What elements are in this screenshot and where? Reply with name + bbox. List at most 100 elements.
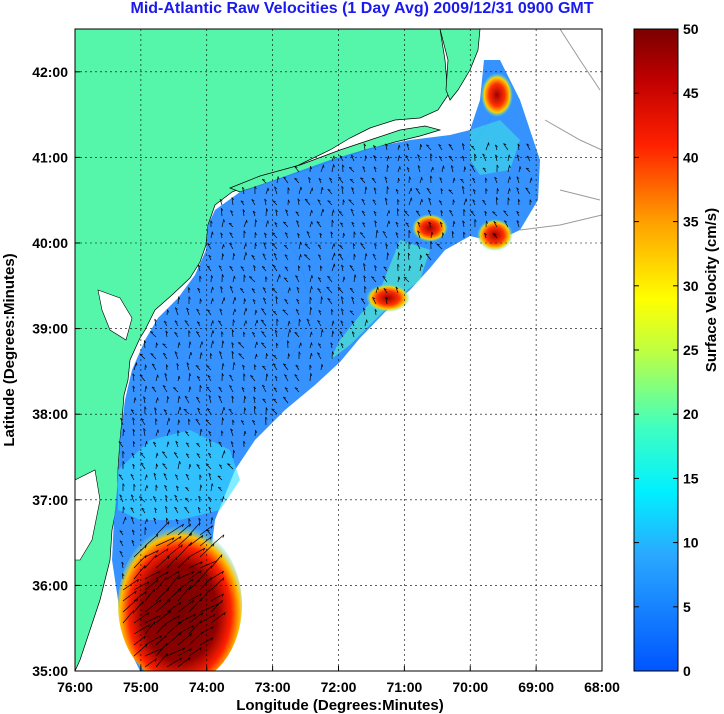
velocity-arrow xyxy=(232,253,234,261)
velocity-arrow-head xyxy=(484,210,488,214)
velocity-arrow-head xyxy=(273,252,277,256)
y-tick-label: 37:00 xyxy=(32,492,68,508)
velocity-arrow xyxy=(218,395,223,404)
velocity-arrow-head xyxy=(300,342,302,346)
velocity-arrow xyxy=(503,210,509,217)
velocity-field xyxy=(112,60,540,671)
velocity-arrow xyxy=(327,298,333,305)
velocity-arrow-head xyxy=(166,643,168,647)
velocity-arrow-head xyxy=(470,210,474,213)
velocity-arrow xyxy=(164,373,168,382)
velocity-arrow-head xyxy=(148,624,151,628)
velocity-arrow xyxy=(199,637,214,646)
velocity-arrow-head xyxy=(199,298,202,302)
velocity-arrow-head xyxy=(519,166,522,170)
velocity-arrow xyxy=(317,244,322,250)
hotspot-shelf-b xyxy=(412,214,448,242)
velocity-arrow-head xyxy=(420,144,423,148)
velocity-arrow-head xyxy=(130,474,134,477)
velocity-arrow xyxy=(331,164,334,173)
velocity-arrow xyxy=(342,232,344,239)
velocity-arrow-head xyxy=(471,164,474,168)
velocity-arrow xyxy=(210,577,225,591)
velocity-arrow xyxy=(176,485,179,492)
velocity-arrow-head xyxy=(373,187,377,191)
velocity-arrow-head xyxy=(360,232,364,234)
velocity-arrow-head xyxy=(190,533,192,537)
velocity-arrow-head xyxy=(266,353,268,357)
velocity-arrow-head xyxy=(173,387,177,389)
velocity-arrow xyxy=(188,612,204,624)
velocity-arrow-head xyxy=(122,483,125,487)
velocity-arrow-head xyxy=(349,287,353,290)
velocity-arrow xyxy=(207,496,212,503)
velocity-arrow-head xyxy=(179,461,181,465)
velocity-arrow-head xyxy=(157,397,159,401)
velocity-arrow-head xyxy=(202,547,206,551)
velocity-arrow xyxy=(359,232,366,239)
y-tick-label: 35:00 xyxy=(32,663,68,679)
velocity-arrow-head xyxy=(210,565,213,569)
velocity-arrow-head xyxy=(338,253,342,256)
velocity-arrow xyxy=(221,450,225,459)
velocity-arrow-head xyxy=(261,342,265,345)
velocity-arrow-head xyxy=(145,364,147,368)
velocity-arrow xyxy=(198,495,201,503)
velocity-arrow-head xyxy=(407,252,411,256)
velocity-arrow-head xyxy=(188,287,191,291)
velocity-arrow xyxy=(231,395,234,404)
velocity-arrow xyxy=(166,429,170,437)
velocity-arrow xyxy=(351,331,355,338)
velocity-arrow xyxy=(274,222,278,228)
velocity-arrow xyxy=(133,624,151,635)
velocity-arrow xyxy=(495,144,498,151)
y-tick-label: 41:00 xyxy=(32,149,68,165)
velocity-arrow xyxy=(462,186,465,195)
velocity-arrow xyxy=(196,321,201,327)
velocity-arrow xyxy=(210,286,213,294)
velocity-arrow-head xyxy=(284,232,288,235)
velocity-arrow-head xyxy=(253,265,256,268)
velocity-arrow xyxy=(177,578,194,591)
velocity-arrow-head xyxy=(318,309,322,313)
velocity-arrow-head xyxy=(156,534,159,538)
velocity-arrow xyxy=(320,164,324,173)
velocity-arrow-head xyxy=(277,176,280,180)
velocity-arrow-head xyxy=(229,232,233,235)
velocity-arrow xyxy=(243,430,246,437)
velocity-arrow xyxy=(251,288,256,294)
velocity-arrow xyxy=(372,253,377,261)
velocity-arrow xyxy=(452,177,455,184)
velocity-arrow xyxy=(350,154,355,162)
velocity-arrow-head xyxy=(266,373,269,377)
velocity-arrow xyxy=(242,209,245,217)
velocity-arrow-head xyxy=(130,516,134,520)
velocity-arrow-head xyxy=(141,507,145,510)
velocity-arrow xyxy=(439,177,443,184)
velocity-arrow-head xyxy=(222,363,225,367)
velocity-arrow-head xyxy=(131,452,135,456)
velocity-arrow-head xyxy=(426,144,430,147)
velocity-arrow-head xyxy=(208,506,212,510)
velocity-arrow-head xyxy=(261,331,265,333)
velocity-arrow-head xyxy=(200,484,203,488)
velocity-arrow-head xyxy=(338,210,342,213)
colorbar-tick-label: 35 xyxy=(683,214,699,230)
velocity-arrow xyxy=(199,536,212,547)
velocity-arrow-head xyxy=(273,387,277,390)
velocity-arrow xyxy=(385,296,388,305)
velocity-arrow-head xyxy=(526,167,530,170)
velocity-arrow-head xyxy=(271,288,276,290)
velocity-arrow xyxy=(119,540,124,547)
velocity-arrow-head xyxy=(384,176,388,180)
velocity-arrow xyxy=(207,375,212,382)
velocity-arrow xyxy=(199,603,219,613)
velocity-arrow-head xyxy=(156,452,159,456)
velocity-arrow xyxy=(395,286,399,294)
velocity-arrow xyxy=(470,210,476,217)
velocity-arrow-head xyxy=(408,230,411,234)
velocity-arrow xyxy=(188,373,190,382)
velocity-arrow xyxy=(177,648,192,657)
velocity-arrow-head xyxy=(210,637,214,641)
velocity-arrow-head xyxy=(264,198,267,202)
